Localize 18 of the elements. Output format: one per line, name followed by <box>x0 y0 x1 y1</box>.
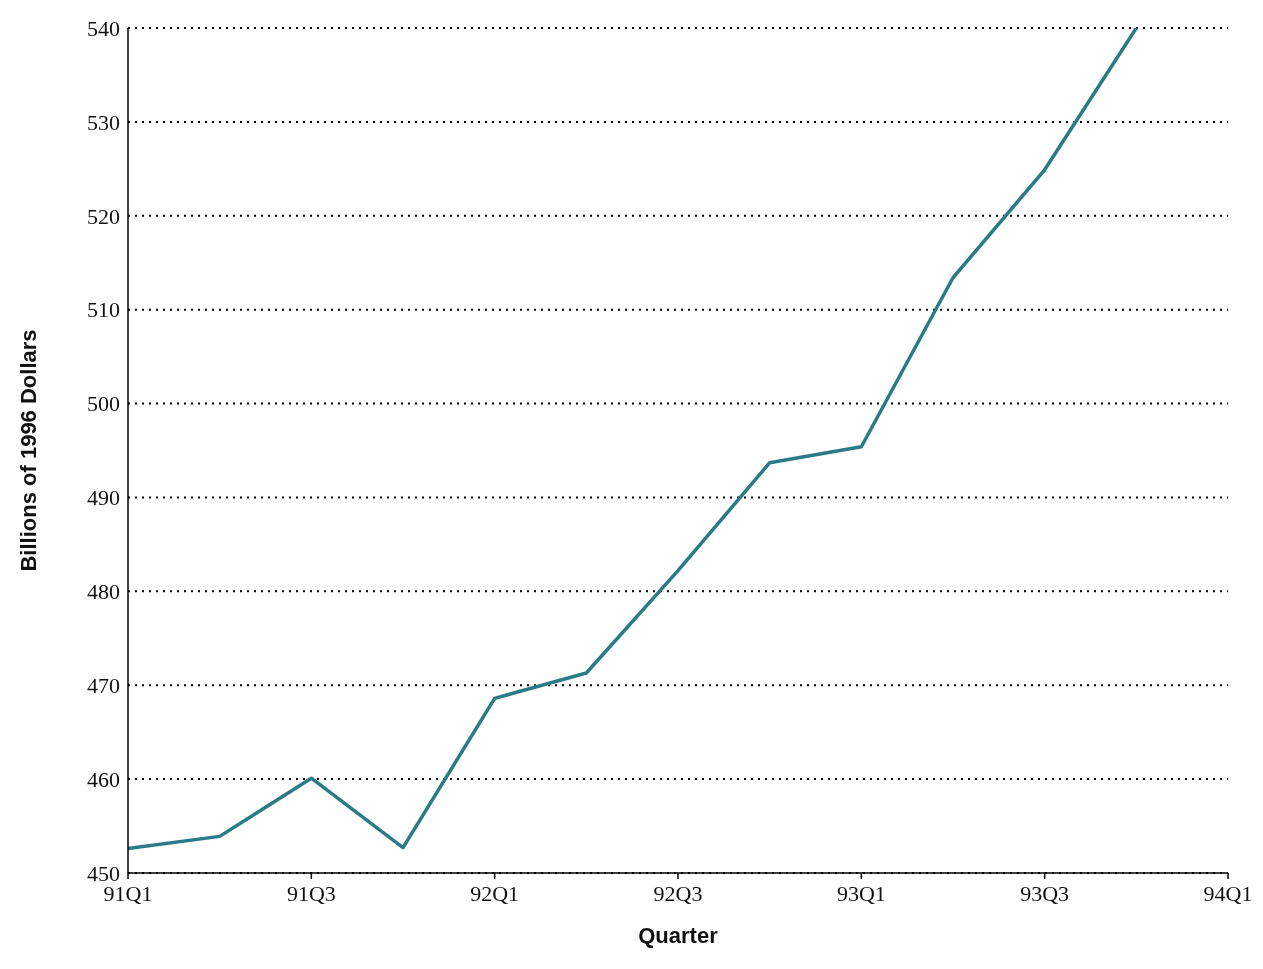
y-tick-label: 500 <box>87 391 120 417</box>
y-axis-title: Billions of 1996 Dollars <box>15 329 41 572</box>
line-series <box>126 28 1139 851</box>
x-tick-label: 94Q1 <box>1203 881 1253 906</box>
y-tick-label: 510 <box>87 297 120 323</box>
x-axis-title: Quarter <box>638 923 719 948</box>
x-tick-label: 91Q3 <box>286 881 336 906</box>
y-tick-label: 490 <box>87 485 120 511</box>
x-tick-label: 92Q3 <box>653 881 703 906</box>
y-tick-label: 470 <box>87 673 120 699</box>
x-tick-label: 93Q3 <box>1020 881 1070 906</box>
y-tick-label: 460 <box>87 766 120 792</box>
x-tick-label: 92Q1 <box>470 881 520 906</box>
y-tick-label: 480 <box>87 579 120 605</box>
x-tick-label: 93Q1 <box>836 881 886 906</box>
y-tick-label: 530 <box>87 109 120 135</box>
y-tick-label: 540 <box>87 15 120 41</box>
y-tick-label: 520 <box>87 203 120 229</box>
